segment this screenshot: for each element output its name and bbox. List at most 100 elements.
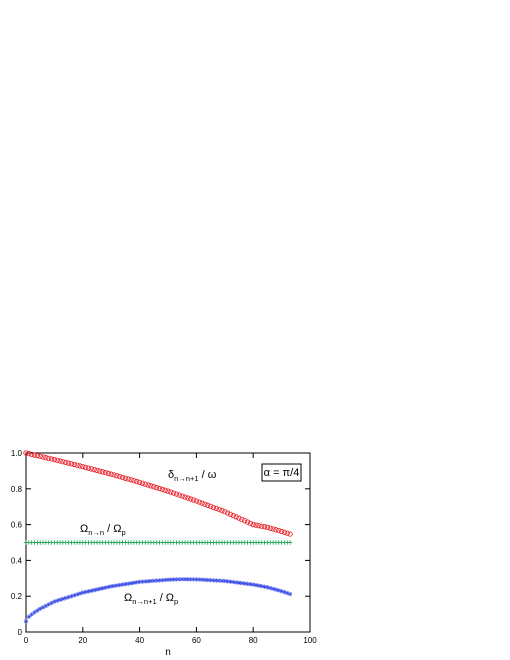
data-point — [77, 463, 83, 469]
data-point — [106, 584, 111, 590]
x-tick-label: 40 — [135, 636, 144, 645]
series-layer — [23, 450, 293, 624]
data-point — [31, 452, 38, 458]
data-point — [214, 578, 219, 583]
data-point — [191, 577, 196, 582]
data-point — [151, 578, 156, 584]
data-point — [63, 459, 69, 466]
data-point — [94, 587, 100, 592]
data-point — [68, 461, 75, 467]
series-label-omega-nn1: Ωn→n+1 / Ωp — [124, 592, 178, 606]
data-point — [97, 468, 103, 474]
x-tick-label: 80 — [249, 636, 258, 645]
data-point — [91, 587, 97, 593]
data-point — [176, 492, 182, 498]
data-point — [250, 521, 256, 528]
data-point — [247, 520, 253, 526]
data-point — [117, 473, 123, 480]
data-point — [219, 508, 225, 514]
y-tick-label: 1.0 — [11, 449, 23, 458]
data-point — [40, 454, 46, 460]
data-point — [143, 579, 148, 584]
data-point — [182, 577, 188, 582]
y-tick-label: 0 — [18, 628, 23, 637]
data-point — [225, 510, 231, 516]
data-point — [173, 491, 180, 497]
data-point — [120, 582, 125, 587]
data-point — [259, 583, 264, 589]
data-point — [165, 488, 171, 494]
data-point — [216, 578, 222, 583]
data-point — [185, 577, 191, 582]
data-point — [210, 504, 217, 511]
data-point — [100, 469, 106, 475]
data-point — [228, 579, 233, 584]
data-point — [267, 525, 273, 531]
data-point — [199, 577, 205, 582]
data-point — [168, 489, 174, 495]
data-point — [137, 579, 142, 585]
data-point — [71, 461, 77, 468]
series-label-delta: δn→n+1 / ω — [168, 469, 217, 483]
data-point — [227, 511, 234, 517]
data-point — [52, 599, 57, 604]
data-point — [109, 584, 114, 589]
data-point — [108, 471, 114, 477]
data-point — [251, 582, 256, 587]
data-point — [233, 514, 239, 520]
data-point — [202, 501, 208, 507]
data-point — [242, 518, 248, 524]
data-point — [117, 582, 122, 588]
data-point — [236, 515, 242, 521]
data-point — [119, 474, 126, 481]
data-point — [46, 455, 52, 461]
data-point — [80, 464, 86, 470]
data-point — [131, 580, 137, 585]
data-point — [23, 619, 29, 624]
data-point — [188, 577, 193, 582]
data-point — [165, 577, 171, 582]
data-point — [190, 497, 197, 503]
data-point — [174, 577, 179, 582]
data-point — [137, 479, 143, 485]
data-point — [253, 522, 259, 528]
data-point — [273, 527, 279, 533]
data-point — [86, 589, 91, 594]
data-point — [265, 585, 270, 590]
data-point — [80, 590, 85, 595]
data-point — [122, 475, 129, 481]
data-point — [182, 494, 188, 500]
data-point — [134, 478, 140, 485]
data-point — [54, 457, 60, 463]
data-point — [248, 582, 253, 587]
data-point — [131, 478, 137, 484]
data-point — [145, 482, 151, 488]
data-point — [264, 524, 270, 530]
data-point — [128, 477, 134, 483]
data-point — [278, 528, 285, 535]
data-point — [179, 493, 185, 499]
data-point — [222, 578, 227, 584]
data-point — [216, 506, 222, 513]
data-point — [261, 524, 268, 530]
data-point — [32, 610, 37, 615]
data-point — [156, 485, 163, 492]
data-point — [157, 578, 162, 583]
data-point — [168, 577, 174, 582]
data-point — [91, 467, 97, 473]
data-point — [171, 577, 176, 582]
data-point — [199, 500, 205, 506]
data-point — [125, 476, 131, 482]
data-point — [35, 608, 40, 613]
data-point — [60, 596, 66, 602]
y-tick-label: 0.4 — [11, 556, 23, 565]
data-point — [284, 530, 290, 536]
x-tick-label: 60 — [192, 636, 201, 645]
data-point — [57, 597, 63, 602]
data-point — [287, 591, 293, 597]
data-point — [194, 577, 199, 582]
series-label-omega-nn: Ωn→n / Ωp — [80, 523, 126, 537]
data-point — [211, 578, 216, 583]
data-point — [140, 579, 145, 584]
data-point — [126, 581, 131, 586]
